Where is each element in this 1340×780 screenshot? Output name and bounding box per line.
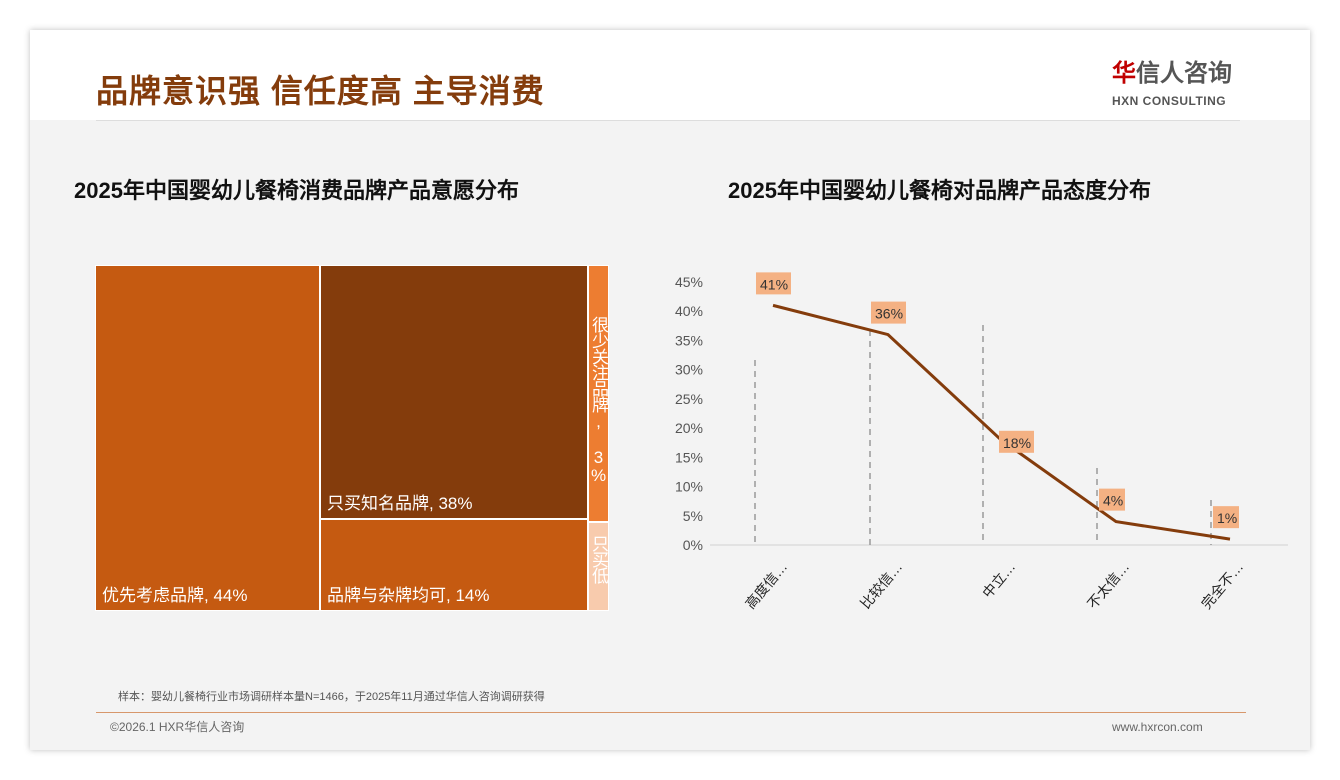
- x-tick-label: 比较信…: [857, 559, 905, 612]
- data-label: 18%: [1003, 435, 1031, 451]
- treemap-label: 很少关注品牌, 3%: [589, 316, 608, 484]
- treemap-label: 只买知名品牌, 38%: [327, 494, 473, 513]
- data-label-bg: [999, 430, 1034, 453]
- logo-mark: 华: [1112, 60, 1136, 87]
- y-tick-label: 15%: [675, 449, 703, 465]
- treemap-cell-5: 只买低: [588, 522, 609, 611]
- treemap-cell-2: 只买知名品牌, 38%: [320, 265, 588, 519]
- data-label: 36%: [875, 306, 903, 322]
- x-tick-label: 不太信…: [1084, 559, 1132, 612]
- x-tick-label: 高度信…: [742, 559, 790, 612]
- treemap-label: 优先考虑品牌, 44%: [102, 586, 248, 605]
- series-line: [772, 303, 1231, 541]
- website[interactable]: www.hxrcon.com: [1112, 720, 1203, 734]
- treemap-label: 品牌与杂牌均可, 14%: [327, 586, 490, 605]
- data-label: 4%: [1103, 493, 1123, 509]
- y-tick-label: 45%: [675, 274, 703, 290]
- treemap-title: 2025年中国婴幼儿餐椅消费品牌产品意愿分布: [74, 178, 519, 203]
- copyright: ©2026.1 HXR华信人咨询: [110, 720, 245, 734]
- sample-note: 样本：婴幼儿餐椅行业市场调研样本量N=1466，于2025年11月通过华信人咨询…: [118, 691, 545, 703]
- treemap-cell-1: 优先考虑品牌, 44%: [95, 265, 320, 611]
- y-tick-label: 30%: [675, 362, 703, 378]
- treemap-cell-4: 很少关注品牌, 3%: [588, 265, 609, 522]
- line-chart: 0% 5% 10% 15% 20% 25% 30% 35% 40% 45% 41% 高度信… 36% 比较…: [675, 272, 1288, 612]
- logo-en: HXN CONSULTING: [1112, 94, 1227, 108]
- page-title: 品牌意识强 信任度高 主导消费: [96, 73, 545, 109]
- data-label: 41%: [760, 276, 788, 292]
- data-label: 1%: [1217, 510, 1237, 526]
- y-tick-label: 25%: [675, 391, 703, 407]
- line-chart-title: 2025年中国婴幼儿餐椅对品牌产品态度分布: [728, 178, 1151, 203]
- y-tick-label: 35%: [675, 332, 703, 348]
- logo-cn: 信人咨询: [1136, 60, 1232, 87]
- data-label-bg: [756, 272, 791, 295]
- x-tick-label: 中立…: [979, 559, 1018, 601]
- slide: 品牌意识强 信任度高 主导消费 华信人咨询 HXN CONSULTING 202…: [30, 30, 1310, 750]
- footer-divider: [96, 712, 1246, 713]
- y-tick-label: 0%: [683, 537, 703, 553]
- x-tick-label: 完全不…: [1198, 559, 1246, 612]
- data-label-bg: [1213, 506, 1239, 529]
- data-label-bg: [871, 301, 906, 324]
- header: [30, 30, 1310, 120]
- y-tick-label: 10%: [675, 479, 703, 495]
- treemap-cell-3: 品牌与杂牌均可, 14%: [320, 519, 588, 611]
- logo: 华信人咨询: [1112, 60, 1232, 88]
- y-tick-label: 40%: [675, 303, 703, 319]
- y-tick-label: 5%: [683, 508, 703, 524]
- divider: [96, 120, 1240, 121]
- data-label-bg: [1099, 488, 1125, 511]
- y-tick-label: 20%: [675, 420, 703, 436]
- treemap-label: 只买低: [589, 535, 608, 583]
